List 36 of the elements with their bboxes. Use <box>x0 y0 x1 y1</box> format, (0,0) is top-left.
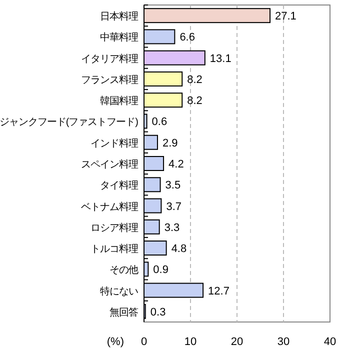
y-tick-label: トルコ料理 <box>90 243 138 256</box>
y-tick-label: 韓国料理 <box>100 95 138 108</box>
x-tick-label: 0 <box>140 336 148 348</box>
y-tick-label: その他 <box>110 264 138 276</box>
data-label: 0.9 <box>153 264 168 276</box>
data-label: 3.3 <box>164 222 180 234</box>
y-tick-label: ジャンクフード(ファストフード) <box>0 117 138 128</box>
data-label: 12.7 <box>208 285 230 298</box>
data-label: 8.2 <box>187 74 202 86</box>
x-tick-label: 30 <box>277 336 290 348</box>
y-tick-label: タイ料理 <box>100 180 138 192</box>
data-label: 3.5 <box>165 180 181 192</box>
data-label: 4.8 <box>171 243 187 256</box>
y-tick-label: インド料理 <box>90 137 138 150</box>
y-tick-label: 無回答 <box>110 306 138 318</box>
y-tick-label: 日本料理 <box>100 10 138 23</box>
data-label: 2.9 <box>162 137 178 150</box>
y-tick-label: ベトナム料理 <box>81 200 138 213</box>
y-tick-label: 特にない <box>100 285 138 298</box>
data-label: 8.2 <box>187 95 202 108</box>
data-label: 6.6 <box>180 32 195 44</box>
y-tick-label: イタリア料理 <box>81 52 138 65</box>
x-tick-label: 40 <box>324 336 336 348</box>
y-tick-label: ロシア料理 <box>90 222 138 234</box>
data-label: 0.3 <box>150 306 166 318</box>
x-axis-title: (%) <box>106 336 124 348</box>
data-label: 13.1 <box>210 52 232 65</box>
y-tick-label: 中華料理 <box>100 32 138 44</box>
x-tick-label: 20 <box>230 336 244 348</box>
x-tick-label: 10 <box>184 336 197 348</box>
data-label: 4.2 <box>168 158 184 170</box>
data-label: 0.6 <box>152 116 168 128</box>
y-tick-label: スペイン料理 <box>81 158 138 170</box>
data-label: 3.7 <box>166 200 182 213</box>
data-label: 27.1 <box>275 10 296 23</box>
y-tick-label: フランス料理 <box>81 74 138 86</box>
